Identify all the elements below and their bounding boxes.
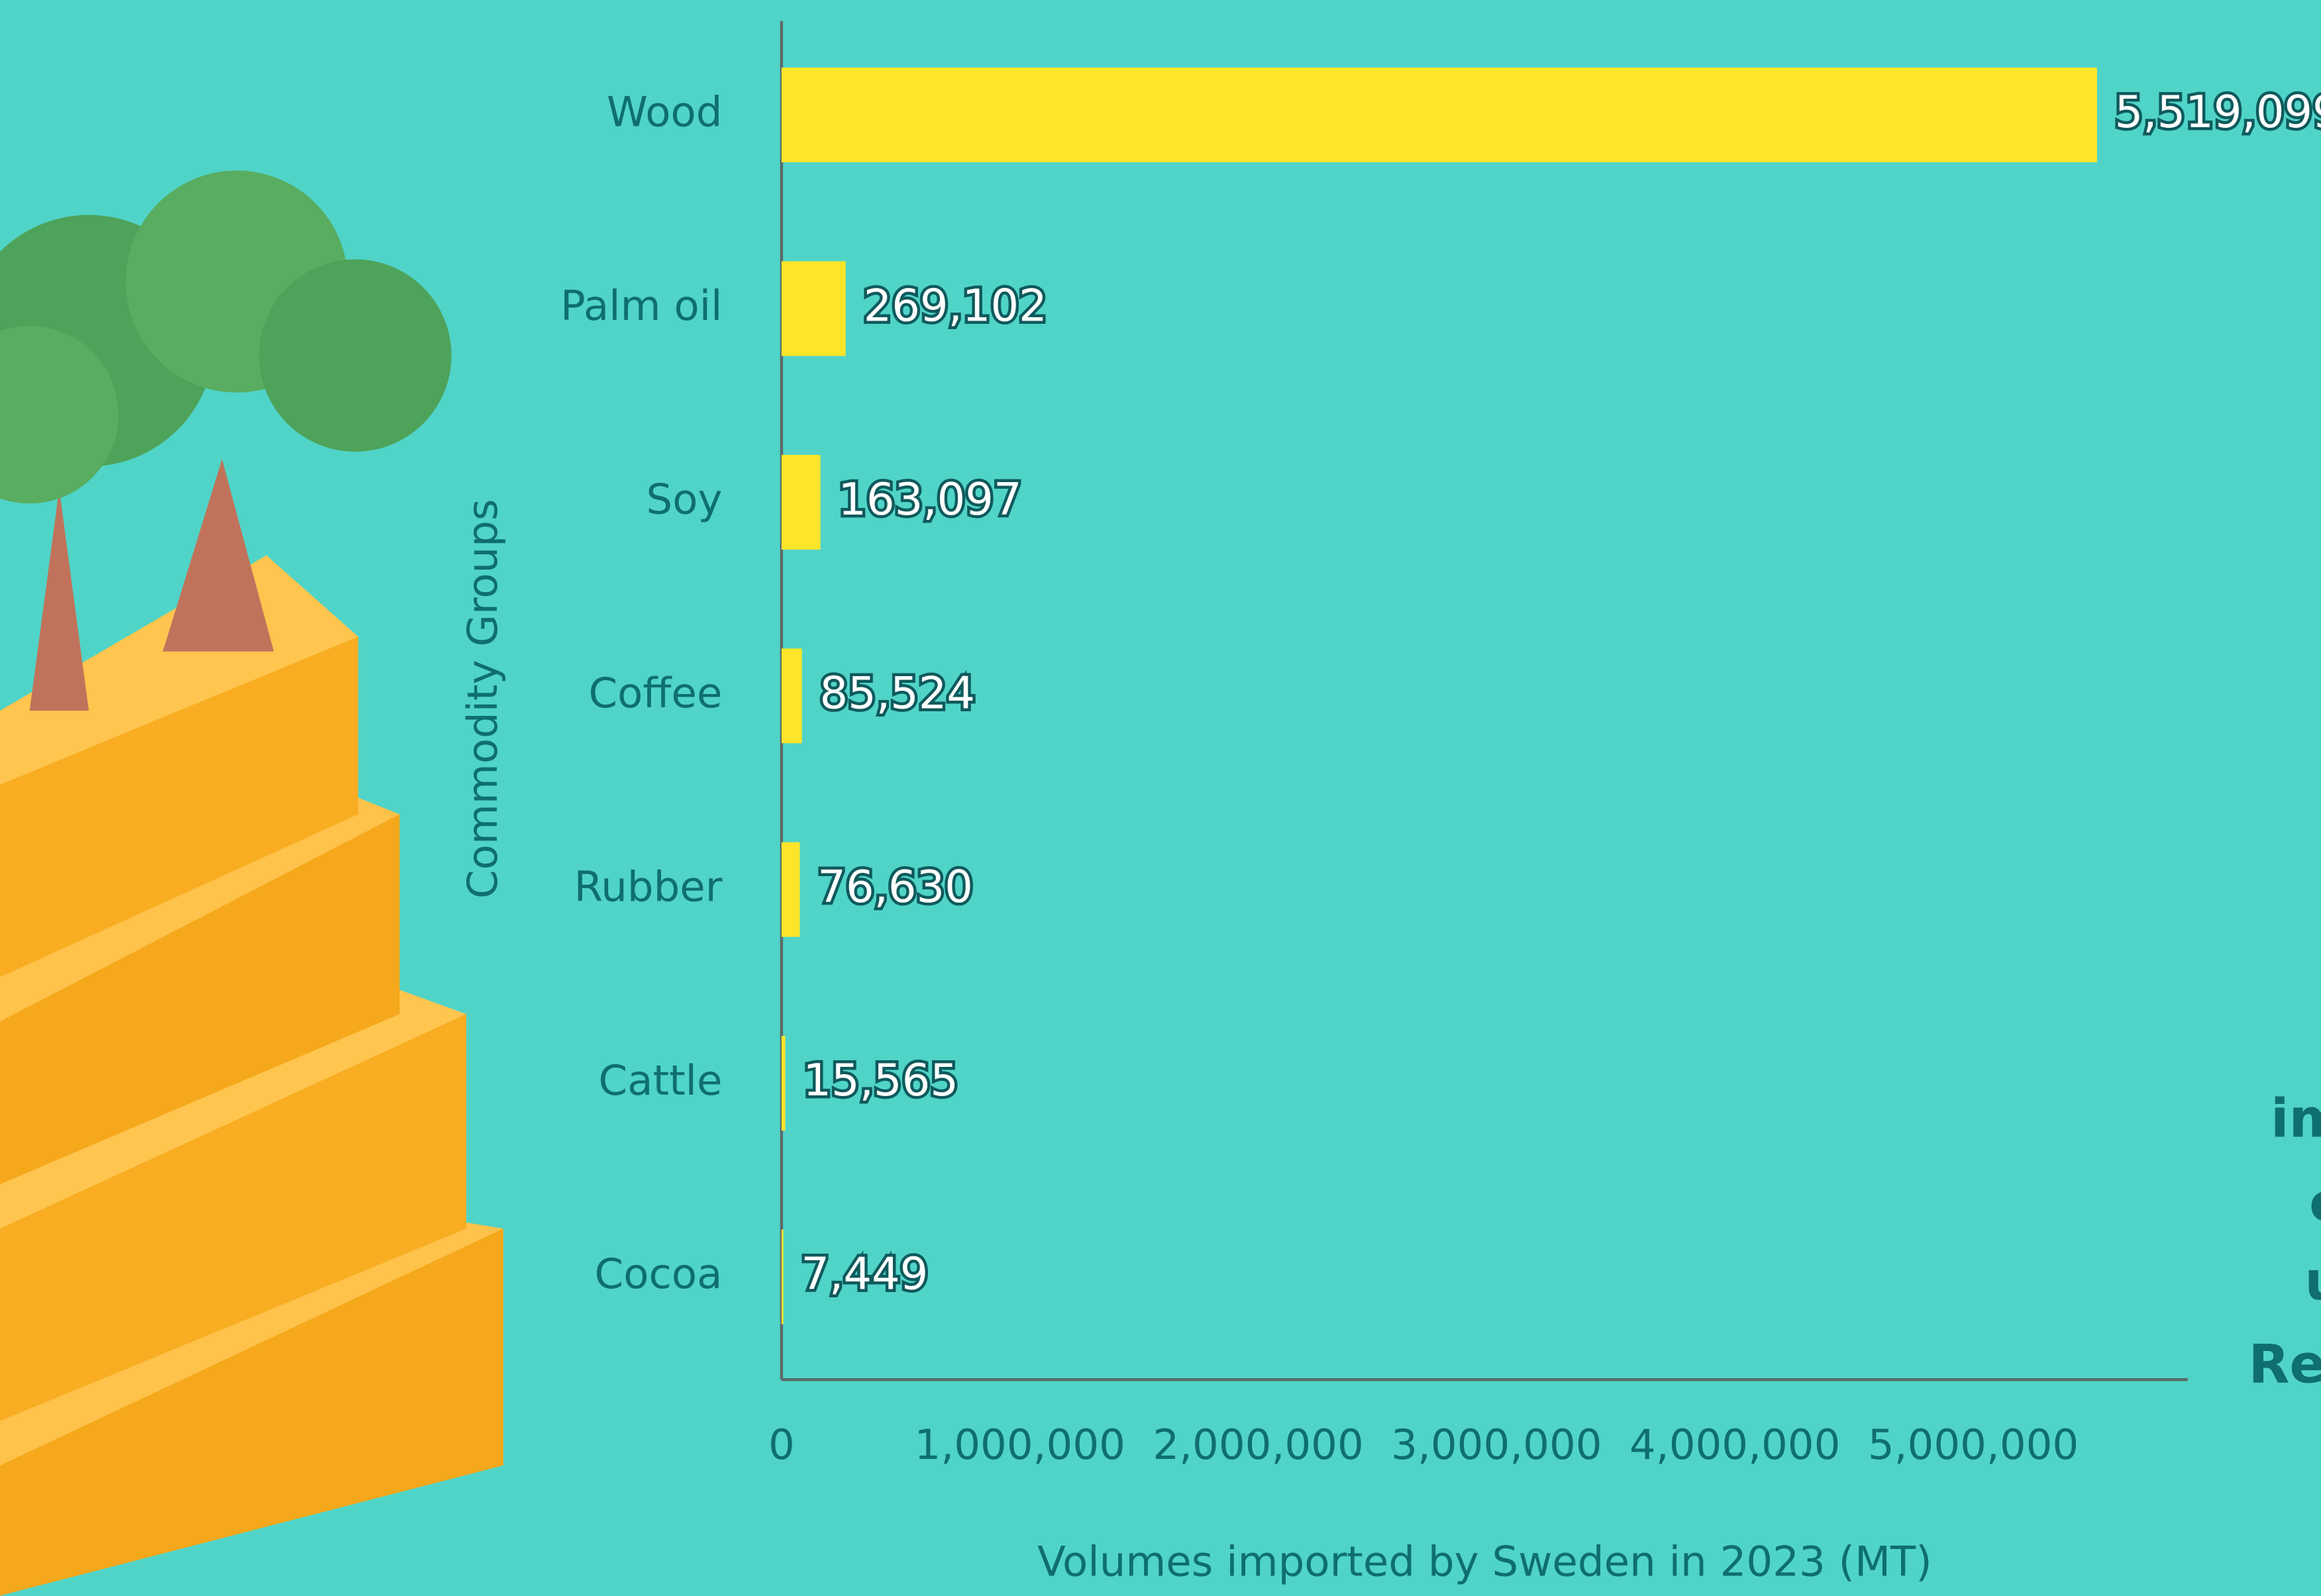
- y-tick-label: Rubber: [574, 862, 723, 911]
- bar: [782, 842, 800, 937]
- x-tick-label: 4,000,000: [1629, 1421, 1840, 1469]
- y-tick-label: Palm oil: [560, 281, 723, 330]
- value-label: 85,524: [820, 667, 976, 719]
- y-tick-label: Cattle: [599, 1056, 723, 1105]
- x-tick-label: 0: [768, 1421, 795, 1469]
- x-axis-title: Volumes imported by Sweden in 2023 (MT): [1037, 1538, 1932, 1586]
- bar: [782, 648, 802, 743]
- side-text: im: [2271, 1087, 2321, 1149]
- value-label: 76,630: [817, 861, 973, 913]
- bar: [782, 261, 846, 356]
- y-tick-label: Cocoa: [595, 1250, 723, 1298]
- value-label: 15,565: [803, 1054, 958, 1106]
- value-label: 269,102: [864, 280, 1047, 332]
- y-tick-label: Coffee: [588, 669, 722, 717]
- side-text: u: [2304, 1250, 2321, 1312]
- chart: Volumes imported by Sweden in 2023 (MT) …: [0, 0, 2321, 1596]
- side-text: c: [2309, 1172, 2321, 1234]
- y-tick-label: Wood: [607, 88, 722, 136]
- value-label: 5,519,099: [2115, 86, 2321, 138]
- bar: [782, 455, 821, 550]
- x-tick-label: 2,000,000: [1153, 1421, 1363, 1469]
- y-tick-label: Soy: [646, 475, 723, 523]
- bar: [782, 1036, 786, 1130]
- y-axis-title: Commodity Groups: [458, 499, 507, 899]
- side-text: Re: [2249, 1332, 2321, 1395]
- value-label: 7,449: [801, 1248, 928, 1300]
- x-tick-label: 5,000,000: [1868, 1421, 2079, 1469]
- bar: [782, 68, 2097, 162]
- x-tick-label: 3,000,000: [1391, 1421, 1602, 1469]
- x-tick-label: 1,000,000: [915, 1421, 1125, 1469]
- bar: [782, 1230, 784, 1324]
- illustration: [0, 170, 503, 1595]
- value-label: 163,097: [838, 474, 1021, 525]
- page: {"chart_data": {"type": "bar", "orientat…: [0, 0, 2321, 1596]
